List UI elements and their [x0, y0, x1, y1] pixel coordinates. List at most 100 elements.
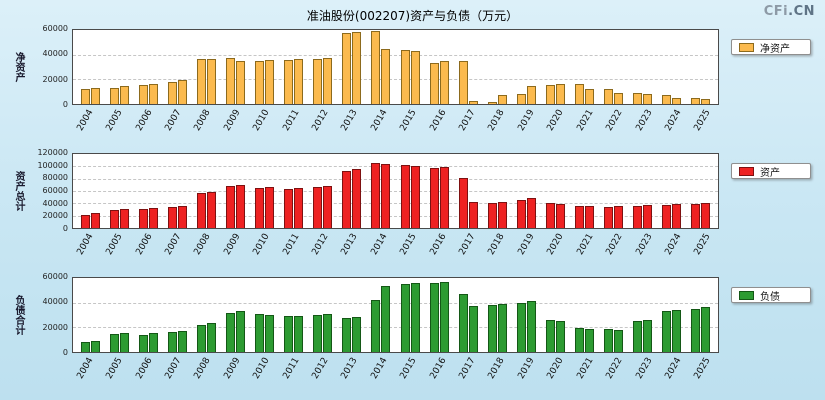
x-tick: 2015 [395, 106, 424, 138]
x-tick-label: 2005 [104, 356, 125, 381]
year-group [657, 154, 686, 228]
x-tick: 2009 [219, 230, 248, 262]
gridline [73, 54, 718, 56]
bar [91, 88, 101, 104]
year-group [250, 154, 279, 228]
year-group [134, 278, 163, 352]
total-liabilities-plot-area [72, 277, 719, 353]
year-group [279, 154, 308, 228]
x-tick: 2017 [454, 230, 483, 262]
year-group [163, 154, 192, 228]
x-tick: 2016 [425, 354, 454, 386]
x-tick-label: 2008 [192, 356, 213, 381]
net-assets-plot-area [72, 29, 719, 105]
y-tick-label: 60000 [42, 186, 68, 195]
year-group [76, 154, 105, 228]
bar [81, 89, 91, 104]
total-assets-plot-area [72, 153, 719, 229]
bar [632, 205, 642, 228]
bar [197, 325, 207, 352]
total-liabilities-legend: 负债 [731, 287, 811, 303]
legend-label: 净资产 [760, 43, 790, 55]
x-tick: 2022 [601, 106, 630, 138]
bar [632, 93, 642, 104]
x-tick-label: 2025 [692, 232, 713, 257]
year-group [541, 278, 570, 352]
bar [371, 31, 381, 104]
bar [439, 166, 449, 228]
gridline [73, 178, 718, 180]
bar [671, 97, 681, 104]
x-tick-label: 2009 [222, 356, 243, 381]
total-assets-axis-label: 资产总计 [13, 171, 24, 211]
x-tick-label: 2021 [575, 356, 596, 381]
cfi-logo: CFi.CN [764, 4, 815, 19]
gridline [73, 191, 718, 192]
year-group [308, 278, 337, 352]
bar [197, 193, 207, 228]
y-tick-label: 20000 [42, 211, 68, 221]
year-group [483, 154, 512, 228]
x-tick-label: 2019 [516, 232, 537, 257]
x-tick: 2007 [160, 230, 189, 262]
net-assets-legend: 净资产 [731, 39, 811, 55]
year-group [686, 30, 715, 104]
x-tick: 2025 [690, 354, 719, 386]
year-group [570, 278, 599, 352]
total-assets-legend: 资产 [731, 163, 811, 179]
bar [487, 203, 497, 228]
year-group [163, 278, 192, 352]
gridline [73, 302, 718, 304]
x-tick: 2013 [337, 106, 366, 138]
bar [555, 204, 565, 228]
x-tick: 2012 [307, 106, 336, 138]
bar [294, 187, 304, 228]
bar [613, 329, 623, 352]
bar [574, 83, 584, 104]
year-group [425, 30, 454, 104]
bar [178, 330, 188, 352]
year-group [192, 278, 221, 352]
x-tick-label: 2014 [369, 108, 390, 133]
bar [691, 203, 700, 228]
x-tick: 2017 [454, 354, 483, 386]
x-tick-label: 2010 [251, 356, 272, 381]
x-tick: 2021 [572, 354, 601, 386]
total-liabilities-bars [73, 278, 718, 352]
bar [661, 94, 671, 104]
y-tick-label: 40000 [42, 198, 68, 208]
y-tick-label: 0 [62, 348, 68, 357]
x-tick: 2021 [572, 230, 601, 262]
x-tick-label: 2013 [339, 232, 361, 257]
net-assets-y-axis: 0 20000 40000 60000 [26, 25, 72, 109]
year-group [105, 278, 134, 352]
bar [642, 94, 652, 104]
x-tick: 2006 [131, 354, 160, 386]
year-group [279, 278, 308, 352]
bar [642, 319, 652, 352]
x-tick: 2019 [513, 106, 542, 138]
year-group [454, 278, 483, 352]
y-tick-label: 0 [62, 100, 68, 109]
x-tick-label: 2018 [486, 232, 508, 257]
year-group [337, 278, 366, 352]
x-tick-label: 2018 [486, 356, 508, 381]
bar [439, 61, 449, 104]
bar [701, 203, 710, 228]
bar [168, 81, 178, 104]
bar [545, 319, 555, 352]
year-group [541, 154, 570, 228]
year-group [599, 154, 628, 228]
legend-swatch [739, 42, 754, 52]
year-group [425, 278, 454, 352]
bar [400, 284, 410, 352]
chart-total-liabilities: 负债合计 0 20000 40000 60000 2004 2005 2006 2007 2008… [0, 270, 825, 394]
x-tick-label: 2005 [104, 108, 125, 133]
x-tick: 2024 [660, 106, 689, 138]
year-group [366, 30, 395, 104]
year-group [163, 30, 192, 104]
bar [81, 214, 91, 228]
bar [371, 162, 381, 228]
x-tick-label: 2011 [281, 356, 302, 381]
x-tick-label: 2009 [222, 232, 243, 257]
